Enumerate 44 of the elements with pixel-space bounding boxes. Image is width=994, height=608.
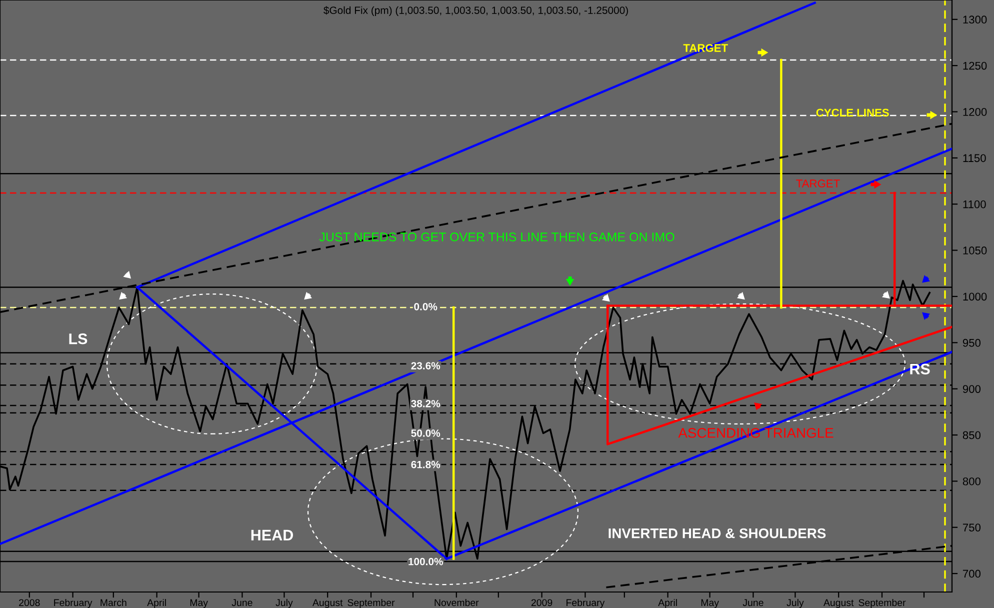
annotation: 100.0% (408, 558, 443, 566)
x-tick-label: September (348, 598, 395, 608)
x-tick-label: June (742, 599, 764, 606)
x-tick-label: April (147, 598, 166, 608)
annotation: CYCLE LINES (816, 108, 889, 117)
y-tick-label: 1200 (963, 108, 987, 116)
y-tick-label: 700 (962, 570, 981, 578)
annotation: 0.0% (414, 302, 438, 310)
annotation: LS (69, 333, 88, 344)
annotation: 38.2% (411, 400, 440, 408)
y-tick-label: 1050 (963, 246, 987, 254)
y-tick-label: 1250 (963, 62, 987, 70)
x-tick-label: November (434, 598, 479, 606)
annotation: 61.8% (411, 460, 440, 468)
x-tick-label: February (54, 598, 92, 608)
y-tick-label: 900 (962, 385, 981, 393)
annotation: 50.0% (411, 429, 440, 437)
y-tick-label: 800 (962, 477, 981, 486)
y-tick-label: 1300 (963, 16, 987, 24)
annotation: INVERTED HEAD & SHOULDERS (608, 528, 826, 538)
x-tick-label: August (312, 599, 343, 608)
x-tick-label: May (190, 599, 208, 608)
y-tick-label: 750 (962, 524, 981, 532)
x-tick-label: February (566, 598, 605, 608)
y-tick-label: 1000 (963, 292, 987, 301)
x-tick-label: 2009 (531, 599, 552, 606)
y-tick-label: 950 (962, 338, 981, 347)
x-tick-label: July (786, 598, 804, 608)
annotation: 23.6% (411, 362, 440, 370)
annotation: TARGET (796, 180, 840, 188)
annotation: RS (910, 364, 930, 374)
x-tick-label: March (100, 598, 126, 606)
x-tick-label: 2008 (19, 599, 40, 606)
x-tick-label: August (823, 599, 854, 608)
x-tick-label: July (276, 598, 293, 608)
x-tick-label: September (858, 598, 906, 608)
annotation: HEAD (251, 530, 293, 540)
x-tick-label: June (232, 599, 252, 606)
x-tick-label: May (701, 599, 719, 608)
x-tick-label: April (658, 598, 677, 608)
text: $Gold Fix (pm) (1,003.50, 1,003.50, 1,003.50, 1,003.50, -1.25000) (324, 6, 628, 16)
y-tick-label: 1150 (963, 154, 986, 162)
y-tick-label: 1100 (963, 200, 986, 208)
y-tick-label: 850 (962, 431, 981, 440)
